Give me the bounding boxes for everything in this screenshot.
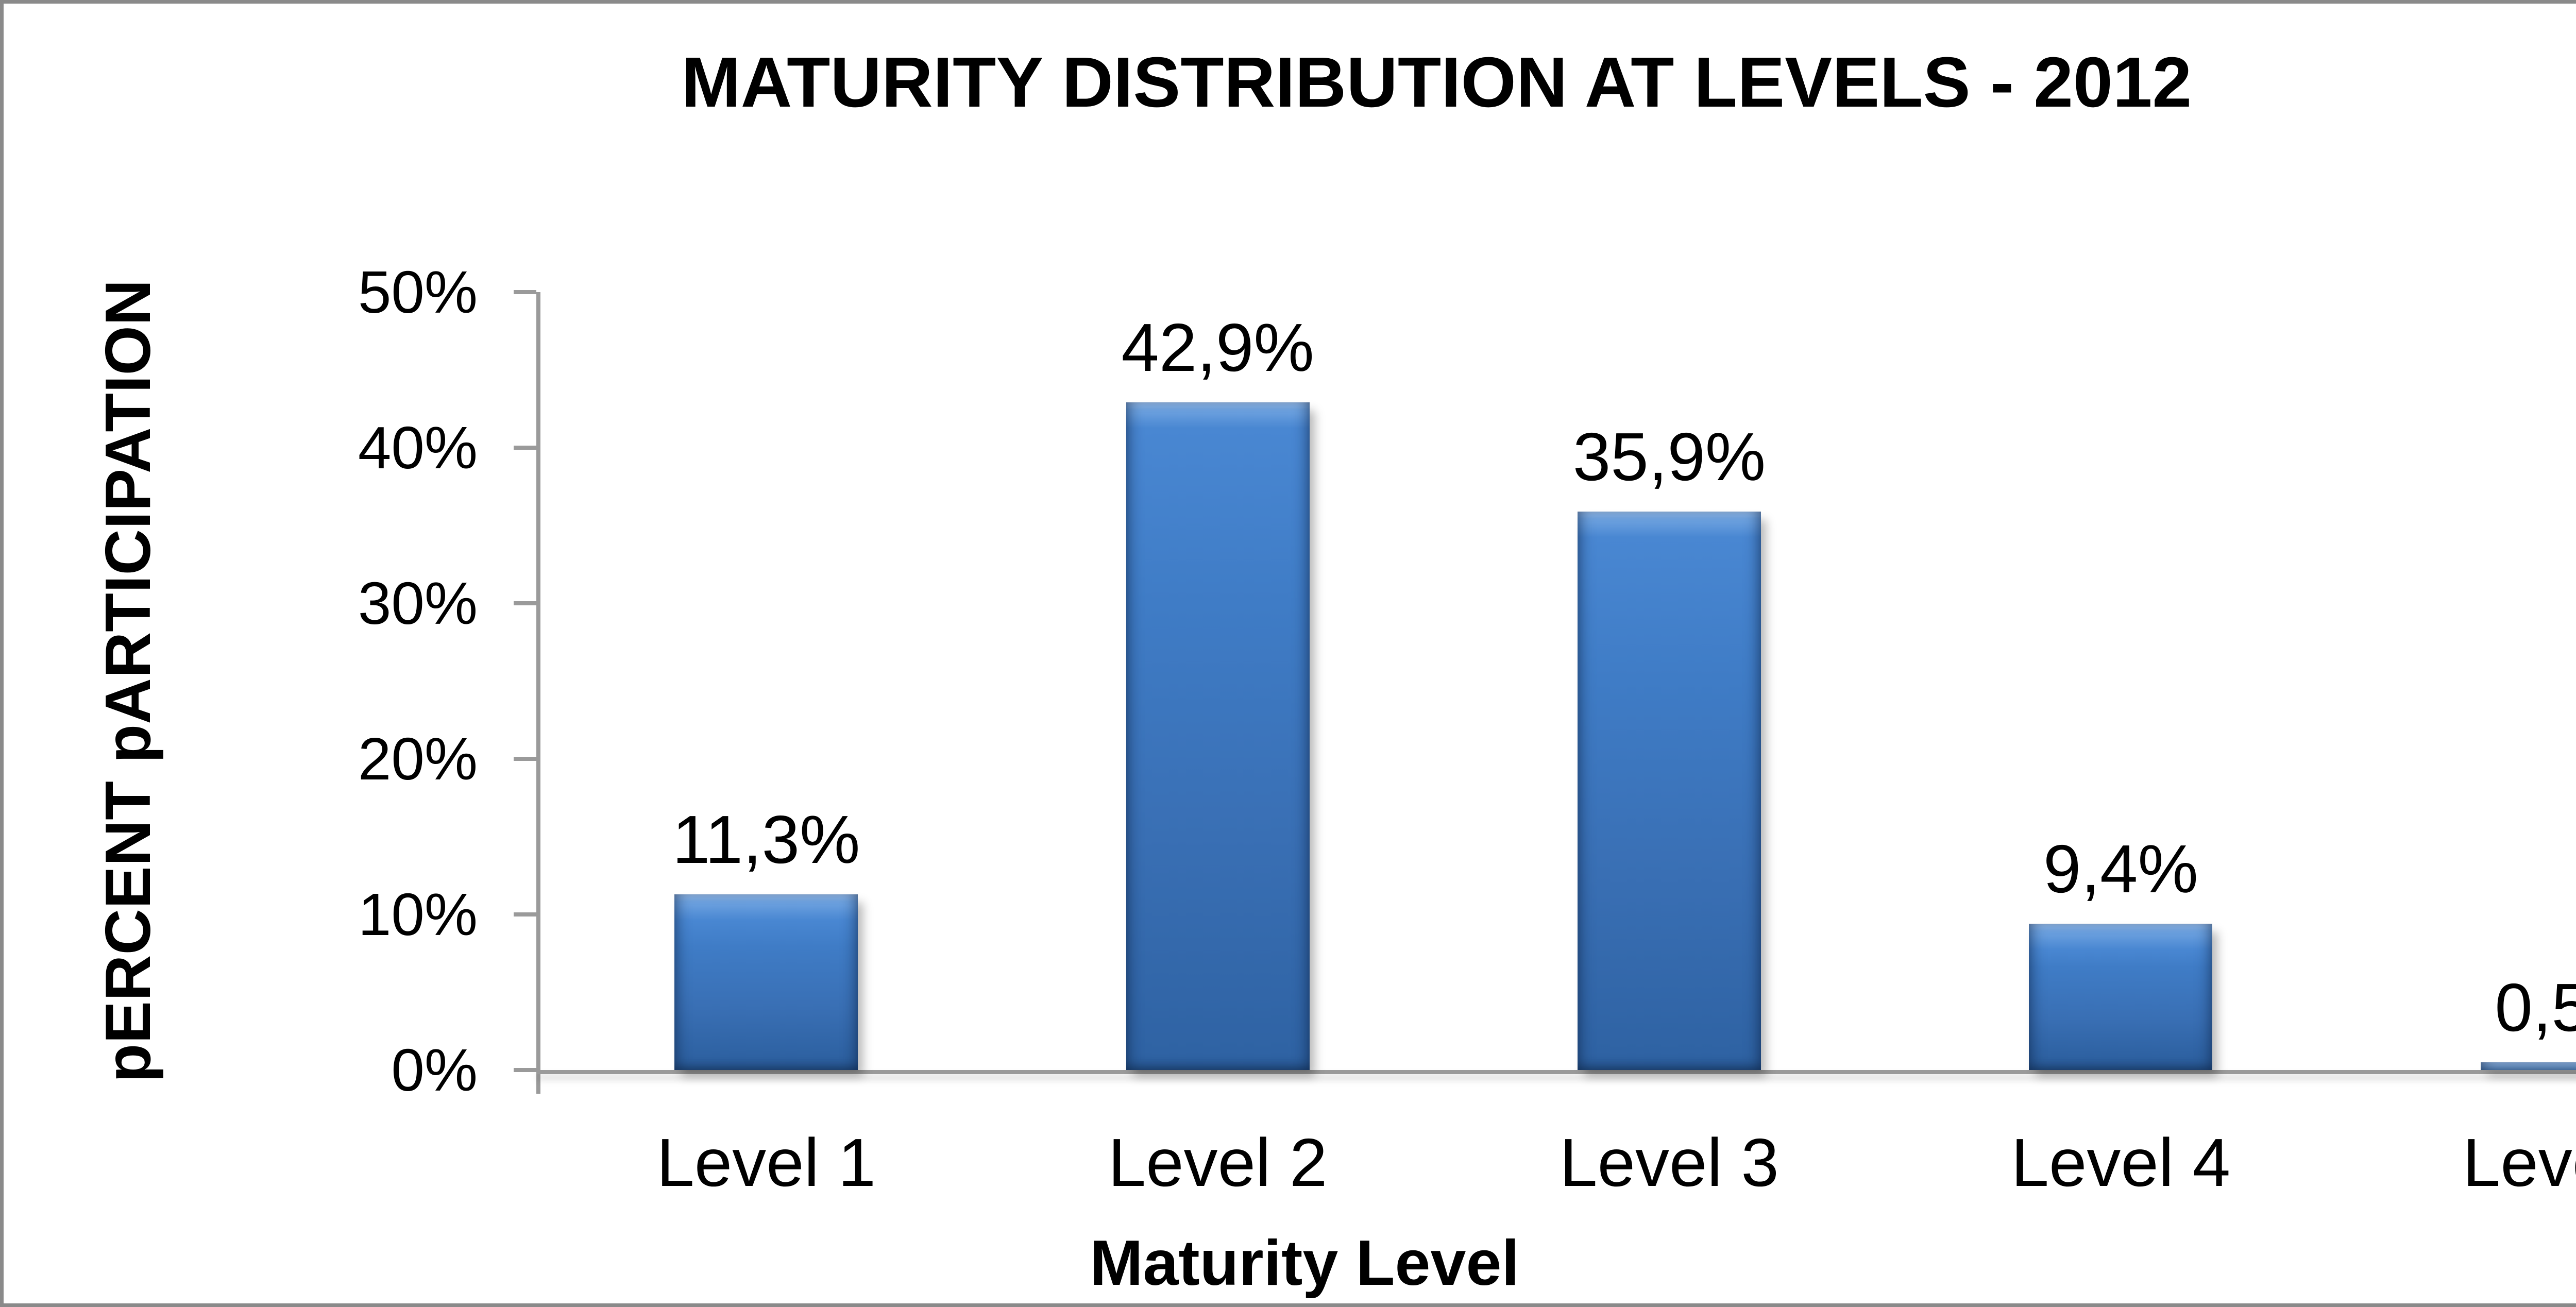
category-label-level-4: Level 4 <box>2011 1125 2231 1200</box>
bar-level-2 <box>1126 402 1310 1070</box>
category-label-level-2: Level 2 <box>1108 1125 1328 1200</box>
y-tick-label: 30% <box>358 570 478 637</box>
y-tick-mark <box>514 290 536 294</box>
category-label-level-5: Level 5 <box>2462 1125 2576 1200</box>
data-label-level-3: 35,9% <box>1572 418 1766 495</box>
data-label-level-1: 11,3% <box>672 801 860 877</box>
y-tick-mark <box>514 912 536 916</box>
category-label-level-3: Level 3 <box>1560 1125 1779 1200</box>
y-tick-mark <box>514 757 536 761</box>
data-label-level-2: 42,9% <box>1121 310 1314 386</box>
y-tick-mark <box>514 1068 536 1072</box>
bar-level-5 <box>2480 1062 2576 1070</box>
data-label-level-5: 0,5% <box>2495 969 2576 1045</box>
x-axis-line <box>536 1070 2576 1074</box>
y-tick-label: 40% <box>358 414 478 481</box>
bar-level-4 <box>2029 924 2213 1070</box>
data-label-level-4: 9,4% <box>2043 831 2198 907</box>
chart-title: MATURITY DISTRIBUTION AT LEVELS - 2012 <box>681 43 2192 122</box>
x-axis-title: Maturity Level <box>1090 1228 1519 1299</box>
y-tick-label: 50% <box>358 259 478 326</box>
y-tick-label: 10% <box>358 881 478 948</box>
category-label-level-1: Level 1 <box>656 1125 876 1200</box>
y-axis-title: pERCENT pARTICIPATION <box>93 279 164 1083</box>
y-tick-label: 20% <box>358 725 478 792</box>
y-tick-label: 0% <box>391 1037 478 1104</box>
y-tick-mark <box>514 446 536 450</box>
bar-level-1 <box>674 894 858 1070</box>
bar-level-3 <box>1578 511 1761 1070</box>
y-tick-mark <box>514 601 536 605</box>
y-axis-line <box>536 292 540 1094</box>
